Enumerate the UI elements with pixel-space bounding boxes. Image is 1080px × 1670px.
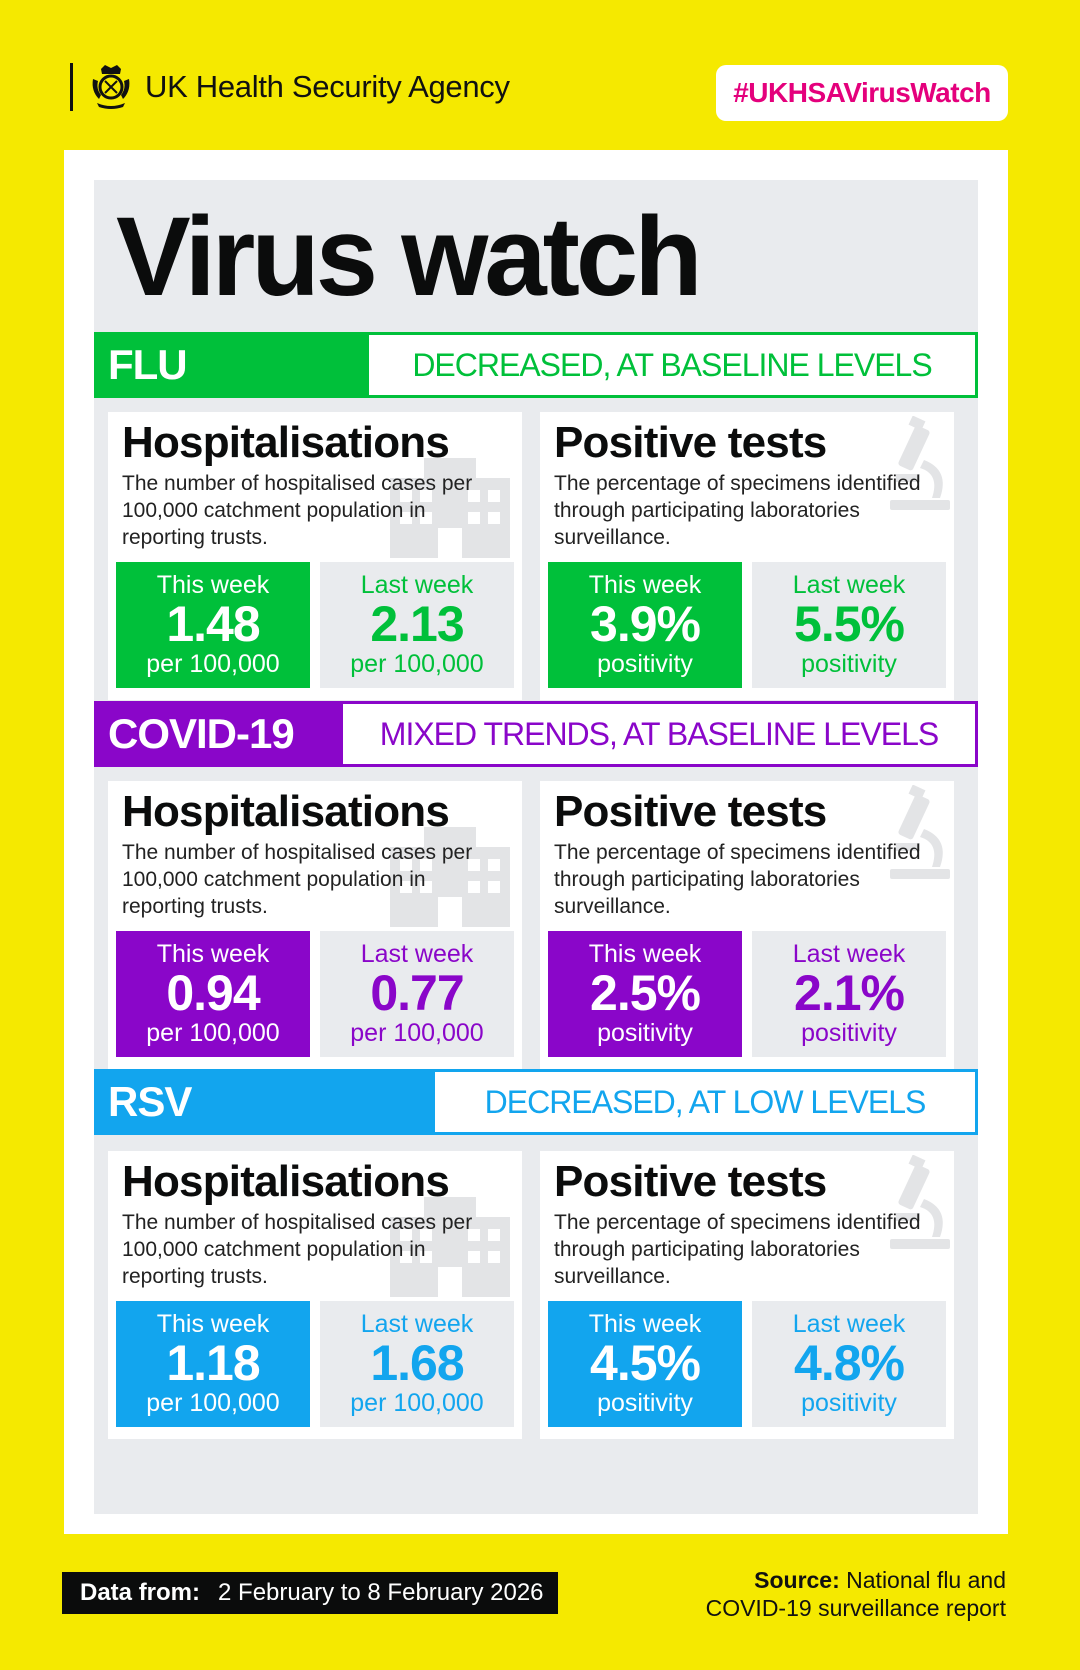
- last-week-stat: Last week 4.8% positivity: [752, 1301, 946, 1427]
- stat-label: This week: [588, 1310, 702, 1338]
- stat-label: Last week: [792, 571, 906, 599]
- source-line-1: National flu and: [839, 1567, 1006, 1593]
- stat-unit: per 100,000: [350, 1389, 484, 1417]
- agency-brand: UK Health Security Agency: [70, 62, 510, 112]
- this-week-stat: This week 1.48 per 100,000: [116, 562, 310, 688]
- panel-description: The percentage of specimens identified t…: [554, 472, 921, 549]
- panel-title: Hospitalisations: [122, 787, 450, 836]
- card-inner: Virus watch FLU DECREASED, AT BASELINE L…: [94, 180, 978, 1514]
- data-from-value: 2 February to 8 February 2026: [218, 1579, 544, 1606]
- section-status: MIXED TRENDS, AT BASELINE LEVELS: [340, 701, 978, 767]
- panel-title: Positive tests: [554, 1157, 827, 1206]
- stat-unit: positivity: [801, 1019, 897, 1047]
- hospital-building-icon: [390, 1197, 510, 1302]
- stat-value: 1.68: [370, 1335, 464, 1391]
- section-status: DECREASED, AT LOW LEVELS: [432, 1069, 978, 1135]
- data-from-label: Data from:: [80, 1579, 201, 1606]
- section-header: RSV DECREASED, AT LOW LEVELS: [94, 1069, 978, 1135]
- stat-label: Last week: [360, 571, 474, 599]
- stat-unit: positivity: [801, 1389, 897, 1417]
- section-name: RSV: [94, 1069, 432, 1135]
- positive-tests-panel: Positive tests The percentage of specime…: [540, 412, 954, 700]
- stat-unit: per 100,000: [146, 1389, 280, 1417]
- stat-value: 1.48: [166, 596, 260, 652]
- panel-title: Positive tests: [554, 418, 827, 467]
- stat-label: Last week: [360, 940, 474, 968]
- panel-title: Hospitalisations: [122, 1157, 450, 1206]
- stat-label: This week: [588, 571, 702, 599]
- section-header: COVID-19 MIXED TRENDS, AT BASELINE LEVEL…: [94, 701, 978, 767]
- stat-unit: per 100,000: [350, 1019, 484, 1047]
- stat-unit: per 100,000: [350, 650, 484, 678]
- virus-watch-card: Virus watch FLU DECREASED, AT BASELINE L…: [64, 150, 1008, 1534]
- stat-label: This week: [156, 1310, 270, 1338]
- stat-label: Last week: [360, 1310, 474, 1338]
- section-name: FLU: [94, 332, 366, 398]
- source-label: Source:: [754, 1567, 840, 1593]
- hospitalisations-panel: Hospitalisations The number of hospitali…: [108, 1151, 522, 1439]
- last-week-stat: Last week 1.68 per 100,000: [320, 1301, 514, 1427]
- hospitalisations-panel: Hospitalisations The number of hospitali…: [108, 412, 522, 700]
- panel-description: The number of hospitalised cases per 100…: [122, 841, 473, 918]
- stat-label: Last week: [792, 1310, 906, 1338]
- positive-tests-panel: Positive tests The percentage of specime…: [540, 781, 954, 1069]
- stat-value: 0.94: [166, 965, 260, 1021]
- source-note: Source: National flu and COVID-19 survei…: [706, 1566, 1006, 1622]
- stat-unit: positivity: [801, 650, 897, 678]
- last-week-stat: Last week 2.13 per 100,000: [320, 562, 514, 688]
- this-week-stat: This week 0.94 per 100,000: [116, 931, 310, 1057]
- stat-value: 2.1%: [794, 965, 905, 1021]
- stat-value: 4.5%: [590, 1335, 701, 1391]
- microscope-icon: [884, 1154, 954, 1260]
- this-week-stat: This week 1.18 per 100,000: [116, 1301, 310, 1427]
- page-title: Virus watch: [116, 194, 703, 319]
- stat-label: This week: [156, 571, 270, 599]
- panel-title: Hospitalisations: [122, 418, 450, 467]
- panel-description: The percentage of specimens identified t…: [554, 841, 921, 918]
- stat-value: 4.8%: [794, 1335, 905, 1391]
- this-week-stat: This week 3.9% positivity: [548, 562, 742, 688]
- this-week-stat: This week 4.5% positivity: [548, 1301, 742, 1427]
- panel-description: The number of hospitalised cases per 100…: [122, 472, 473, 549]
- section-status: DECREASED, AT BASELINE LEVELS: [366, 332, 978, 398]
- stat-label: This week: [156, 940, 270, 968]
- last-week-stat: Last week 5.5% positivity: [752, 562, 946, 688]
- stat-label: Last week: [792, 940, 906, 968]
- royal-crest-icon: [92, 65, 130, 109]
- panel-description: The number of hospitalised cases per 100…: [122, 1211, 473, 1288]
- last-week-stat: Last week 0.77 per 100,000: [320, 931, 514, 1057]
- stat-unit: positivity: [597, 1019, 693, 1047]
- stat-unit: positivity: [597, 650, 693, 678]
- this-week-stat: This week 2.5% positivity: [548, 931, 742, 1057]
- stat-unit: positivity: [597, 1389, 693, 1417]
- stat-value: 2.5%: [590, 965, 701, 1021]
- positive-tests-panel: Positive tests The percentage of specime…: [540, 1151, 954, 1439]
- stat-value: 0.77: [370, 965, 464, 1021]
- microscope-icon: [884, 784, 954, 890]
- stat-label: This week: [588, 940, 702, 968]
- source-line-2: COVID-19 surveillance report: [705, 1595, 1006, 1621]
- stat-unit: per 100,000: [146, 650, 280, 678]
- stat-value: 1.18: [166, 1335, 260, 1391]
- microscope-icon: [884, 415, 954, 521]
- agency-name: UK Health Security Agency: [145, 69, 510, 104]
- panel-description: The percentage of specimens identified t…: [554, 1211, 921, 1288]
- brand-divider: [70, 63, 73, 111]
- data-from-bar: Data from: 2 February to 8 February 2026: [62, 1572, 558, 1614]
- section-name: COVID-19: [94, 701, 340, 767]
- stat-value: 2.13: [370, 596, 464, 652]
- stat-unit: per 100,000: [146, 1019, 280, 1047]
- hashtag-badge: #UKHSAVirusWatch: [716, 65, 1008, 121]
- stat-value: 3.9%: [590, 596, 701, 652]
- hospitalisations-panel: Hospitalisations The number of hospitali…: [108, 781, 522, 1069]
- stat-value: 5.5%: [794, 596, 905, 652]
- hospital-building-icon: [390, 458, 510, 563]
- panel-title: Positive tests: [554, 787, 827, 836]
- last-week-stat: Last week 2.1% positivity: [752, 931, 946, 1057]
- section-header: FLU DECREASED, AT BASELINE LEVELS: [94, 332, 978, 398]
- hospital-building-icon: [390, 827, 510, 932]
